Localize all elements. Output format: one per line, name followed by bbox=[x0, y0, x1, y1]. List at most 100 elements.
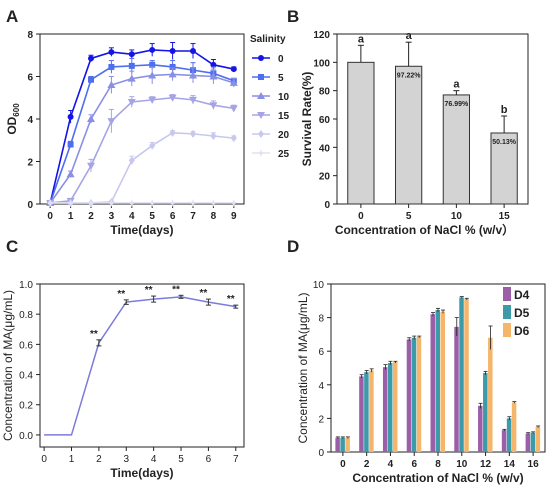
marker-point bbox=[169, 63, 176, 70]
marker-point bbox=[190, 48, 196, 54]
bar-D5 bbox=[364, 372, 369, 452]
x-tick-label: 12 bbox=[480, 459, 492, 470]
marker-point bbox=[88, 55, 94, 62]
bar-D6 bbox=[488, 337, 493, 452]
marker-point bbox=[46, 198, 55, 207]
bar bbox=[347, 61, 375, 205]
marker-point bbox=[230, 66, 237, 73]
marker-point bbox=[169, 128, 176, 137]
marker-point bbox=[87, 162, 95, 170]
x-tick-label: 4 bbox=[129, 211, 135, 222]
series-line bbox=[50, 132, 234, 204]
marker-point bbox=[127, 198, 136, 207]
significance-mark: ** bbox=[117, 289, 125, 300]
y-tick-label: 8 bbox=[27, 30, 33, 41]
x-tick-label: 4 bbox=[151, 454, 157, 465]
x-axis-label: Time(days) bbox=[110, 223, 173, 237]
marker-point bbox=[169, 48, 176, 54]
bar bbox=[442, 94, 471, 205]
panel-c-chart: 0.0 0.2 0.4 0.6 0.8 1.0 0 1 2 3 4 5 6 7 Time(days) Conc… bbox=[1, 280, 245, 480]
y-tick-label: 2 bbox=[318, 414, 324, 425]
y-tick-label: 40 bbox=[319, 143, 331, 154]
marker-point bbox=[67, 113, 74, 120]
legend-label: D6 bbox=[514, 324, 530, 338]
marker-point bbox=[128, 51, 135, 58]
marker-point bbox=[209, 198, 218, 207]
significance-letter: a bbox=[358, 33, 365, 45]
x-tick-label: 0 bbox=[340, 459, 346, 470]
x-tick-label: 8 bbox=[211, 211, 217, 222]
bar-D6 bbox=[392, 362, 398, 452]
plot-frame bbox=[39, 283, 245, 448]
x-tick-label: 0 bbox=[41, 454, 47, 465]
series-line bbox=[44, 296, 236, 436]
legend-label: 0 bbox=[278, 54, 284, 65]
bar-D4 bbox=[478, 405, 483, 452]
bar-D5 bbox=[340, 437, 345, 452]
marker-point bbox=[189, 198, 197, 207]
series-20 bbox=[47, 128, 237, 207]
legend-title: Salinity bbox=[250, 34, 286, 45]
bar-D6 bbox=[440, 311, 445, 452]
legend-label: 20 bbox=[278, 130, 290, 141]
panel-d: D 0 2 4 6 8 10 0 2 4 6 8 10 12 14 16 D4 D5 D6 Concentratio… bbox=[287, 237, 546, 485]
bar-D4 bbox=[335, 437, 340, 452]
bar-D4 bbox=[430, 314, 435, 452]
marker-point bbox=[148, 96, 157, 104]
marker-point bbox=[108, 63, 115, 70]
x-tick-label: 1 bbox=[68, 211, 74, 222]
legend-swatch bbox=[503, 323, 511, 337]
marker-point bbox=[168, 198, 177, 207]
x-tick-label: 7 bbox=[233, 454, 239, 465]
series-10 bbox=[46, 66, 238, 206]
bar-D6 bbox=[535, 426, 541, 452]
series-25 bbox=[46, 198, 238, 207]
marker-point bbox=[189, 96, 197, 104]
legend-label: D5 bbox=[514, 306, 530, 320]
marker-point bbox=[87, 115, 95, 122]
y-axis-label: Concentration of MA(μg/mL) bbox=[1, 290, 15, 441]
marker-point bbox=[258, 130, 264, 138]
marker-point bbox=[128, 156, 135, 165]
bar-D6 bbox=[416, 336, 422, 452]
bar-D6 bbox=[345, 437, 350, 452]
marker-point bbox=[149, 61, 156, 68]
marker-point bbox=[149, 46, 156, 53]
marker-point bbox=[127, 99, 136, 106]
x-tick-label: 6 bbox=[170, 211, 176, 222]
legend-swatch bbox=[503, 305, 511, 319]
x-tick-label: 5 bbox=[149, 211, 155, 222]
legend-label: 25 bbox=[278, 149, 290, 160]
x-tick-label: 1 bbox=[69, 454, 75, 465]
x-tick-label: 10 bbox=[456, 459, 468, 470]
marker-point bbox=[168, 70, 177, 78]
y-axis-label-sub: 600 bbox=[12, 103, 21, 117]
marker-point bbox=[257, 149, 265, 157]
marker-point bbox=[66, 170, 75, 178]
legend-swatch bbox=[503, 287, 511, 301]
bar-D5 bbox=[506, 418, 512, 452]
x-tick-label: 4 bbox=[388, 459, 394, 470]
y-tick-label: 0.0 bbox=[19, 431, 33, 442]
x-tick-label: 6 bbox=[411, 459, 417, 470]
marker-point bbox=[209, 72, 218, 80]
x-tick-label: 14 bbox=[504, 459, 516, 470]
bar-D5 bbox=[387, 362, 393, 452]
marker-point bbox=[148, 71, 157, 79]
bar-D6 bbox=[511, 402, 517, 452]
x-axis-label: Concentration of NaCl % (w/v） bbox=[335, 222, 514, 237]
panel-d-chart: 0 2 4 6 8 10 0 2 4 6 8 10 12 14 16 D4 D5 D6 Concentration … bbox=[296, 280, 546, 485]
marker-point bbox=[108, 49, 115, 56]
x-axis-label: Concentration of NaCl % (w/v) bbox=[352, 471, 523, 485]
x-tick-label: 16 bbox=[528, 459, 540, 470]
y-tick-label: 20 bbox=[319, 172, 331, 183]
marker-point bbox=[149, 141, 156, 150]
significance-mark: ** bbox=[227, 294, 235, 305]
bar-D5 bbox=[435, 310, 440, 452]
x-tick-label: 6 bbox=[206, 454, 212, 465]
bar-D6 bbox=[464, 299, 469, 452]
series-0 bbox=[47, 42, 237, 206]
x-tick-label: 15 bbox=[499, 211, 511, 222]
series-5 bbox=[47, 57, 237, 206]
y-axis-label: Concentration of MA(μg/mL) bbox=[296, 293, 310, 444]
